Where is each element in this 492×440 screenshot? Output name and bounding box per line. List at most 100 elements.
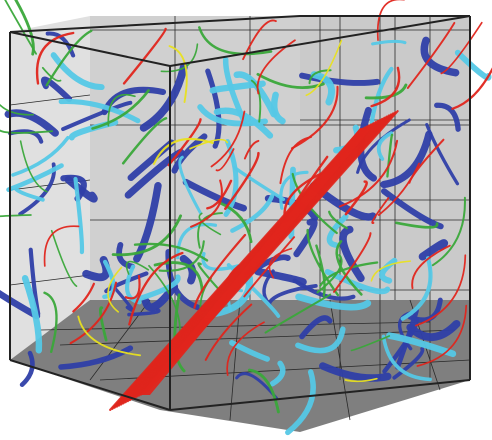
tube-segment [350,335,391,352]
tube-segment [328,210,348,230]
tube-segment [379,257,398,284]
tube-segment [40,76,73,102]
tube-segment [193,233,247,309]
tube-segment [133,274,181,303]
tube-segment [91,89,150,130]
floor-grid-line [39,321,431,331]
tube-segment [125,260,150,275]
tube-segment [357,106,377,182]
tube-segment [121,117,168,165]
tube-segment [128,251,184,326]
tube-segment [116,242,136,270]
frame-front-top [9,31,171,67]
tube-segment [250,79,262,123]
tube-segment [73,176,85,255]
tube-segment [293,218,318,258]
tube-segment [268,247,293,279]
tube-segment [206,179,233,210]
tube-segment [43,225,80,267]
tube-segment [182,178,247,212]
tube-segment [77,315,141,357]
tube-segment [380,130,433,189]
tube-segment [224,151,260,210]
tube-segment [243,236,296,298]
tube-segment [50,52,105,91]
red-beam [109,110,399,411]
tube-segment [306,228,340,297]
tube-segment [41,66,62,82]
tube-segment [152,138,214,165]
tube-segment [0,103,34,116]
tube-segment [431,196,466,267]
tube-segment [0,214,32,218]
tube-segment [382,317,419,374]
tube-segment [198,26,273,56]
tube-segment [339,225,365,282]
tube-segment [316,253,343,294]
tube-segment [369,66,394,125]
tube-segment [299,315,333,340]
tube-segment [58,98,141,124]
tube-segment [269,360,286,387]
tube-segment [295,293,372,311]
tube-segment [344,377,378,383]
tube-segment [197,262,224,295]
tube-segment [45,29,93,87]
box-frame [9,15,471,411]
tube-segment [370,66,401,108]
tube-segment [102,259,116,299]
tube-segment [356,118,411,174]
tube-segment [176,222,218,260]
tube-segment [319,362,392,382]
tube-segment [406,21,456,89]
tube-segment [124,274,141,300]
tube-segment [19,140,48,193]
tube-segment [19,350,35,387]
tube-segment [416,304,468,367]
tube-segment [204,303,253,361]
tube-segment [99,306,108,342]
tube-segment [72,282,95,313]
tube-segment [6,163,64,193]
tube-segment [133,242,209,262]
tube-segment [344,180,368,216]
tube-segment [0,289,41,320]
left-grid-horizontal [9,94,91,106]
tube-segment [264,293,332,334]
tube-segment [205,68,222,149]
tube-segment [43,291,58,353]
red-beam-core [140,128,370,395]
tube-segment [215,148,235,172]
left-grid-horizontal [9,274,91,286]
tube-segment [4,0,37,55]
floor-grid-line [229,299,241,421]
tube-segment [4,109,59,137]
tube-segment [279,170,309,210]
tube-segment [210,110,246,168]
tube-segment [285,369,316,436]
tube-segment [377,162,420,216]
tube-segment [440,21,483,75]
tube-segment [376,0,405,41]
tube-segment [213,107,274,139]
tube-segment [122,27,167,85]
tube-segment [167,118,202,167]
tube-segment [370,260,412,282]
tube-segment [178,155,202,215]
tube-segment [104,271,149,294]
tube-segment [14,187,45,202]
tube-segment [386,133,394,178]
tube-segment [45,31,76,58]
tube-segment [233,166,286,201]
tube-segment [310,71,336,106]
tube-segment [376,131,394,161]
tube-segment [190,179,223,228]
tube-segment [35,31,75,85]
tube-segment [247,368,280,414]
tube-segment [107,94,136,127]
tube-segment [305,39,343,97]
frame-bottom-left [9,359,171,411]
tube-segment [381,334,432,382]
tube-segment [158,240,205,272]
